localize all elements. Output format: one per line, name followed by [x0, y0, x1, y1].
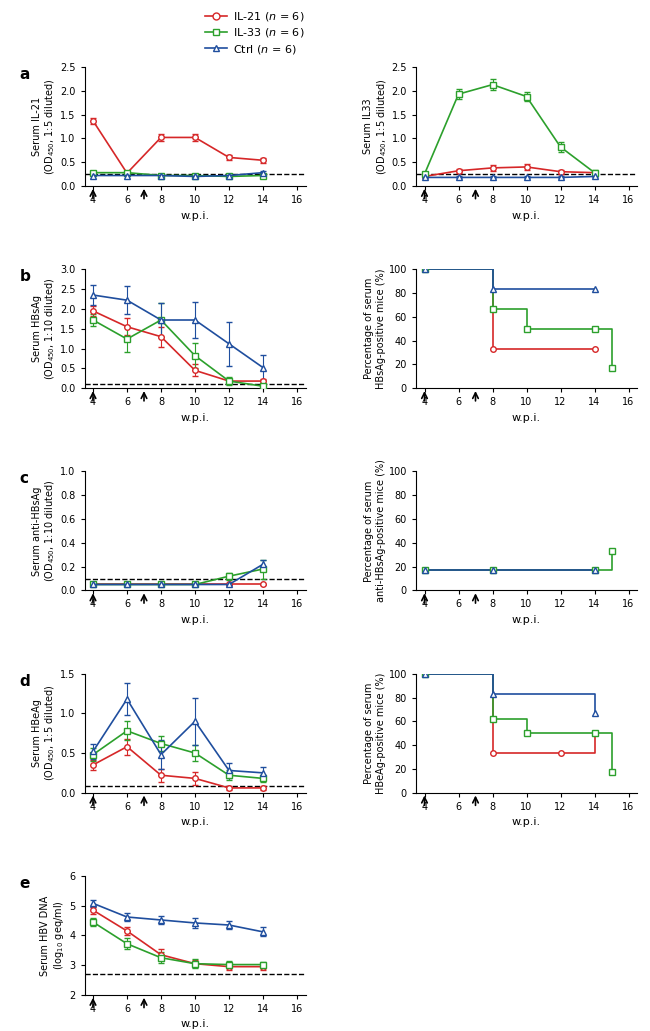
Text: d: d — [20, 673, 31, 689]
Legend: IL-21 ($n$ = 6), IL-33 ($n$ = 6), Ctrl ($n$ = 6): IL-21 ($n$ = 6), IL-33 ($n$ = 6), Ctrl (… — [201, 5, 309, 60]
X-axis label: w.p.i.: w.p.i. — [181, 1020, 209, 1030]
X-axis label: w.p.i.: w.p.i. — [181, 616, 209, 625]
Y-axis label: Percentage of serum
anti-HBsAg-positive mice (%): Percentage of serum anti-HBsAg-positive … — [364, 460, 386, 602]
X-axis label: w.p.i.: w.p.i. — [512, 412, 541, 423]
Y-axis label: Serum HBsAg
(OD$_{450}$, 1:10 diluted): Serum HBsAg (OD$_{450}$, 1:10 diluted) — [32, 277, 57, 379]
Y-axis label: Percentage of serum
HBeAg-positive mice (%): Percentage of serum HBeAg-positive mice … — [364, 672, 386, 794]
Y-axis label: Serum anti-HBsAg
(OD$_{450}$, 1:10 diluted): Serum anti-HBsAg (OD$_{450}$, 1:10 dilut… — [32, 479, 57, 583]
Y-axis label: Serum IL-21
(OD$_{450}$, 1:5 diluted): Serum IL-21 (OD$_{450}$, 1:5 diluted) — [32, 78, 57, 174]
X-axis label: w.p.i.: w.p.i. — [512, 210, 541, 221]
X-axis label: w.p.i.: w.p.i. — [181, 412, 209, 423]
Y-axis label: Serum HBeAg
(OD$_{450}$, 1:5 diluted): Serum HBeAg (OD$_{450}$, 1:5 diluted) — [32, 686, 57, 781]
X-axis label: w.p.i.: w.p.i. — [512, 616, 541, 625]
X-axis label: w.p.i.: w.p.i. — [181, 818, 209, 827]
Y-axis label: Serum IL33
(OD$_{450}$, 1:5 diluted): Serum IL33 (OD$_{450}$, 1:5 diluted) — [363, 78, 389, 174]
Text: a: a — [20, 67, 30, 82]
Text: b: b — [20, 269, 31, 285]
X-axis label: w.p.i.: w.p.i. — [181, 210, 209, 221]
Y-axis label: Percentage of serum
HBsAg-positive mice (%): Percentage of serum HBsAg-positive mice … — [364, 268, 386, 389]
Y-axis label: Serum HBV DNA
(log$_{10}$ geq/ml): Serum HBV DNA (log$_{10}$ geq/ml) — [40, 895, 66, 975]
X-axis label: w.p.i.: w.p.i. — [512, 818, 541, 827]
Text: c: c — [20, 471, 29, 487]
Text: e: e — [20, 876, 30, 891]
